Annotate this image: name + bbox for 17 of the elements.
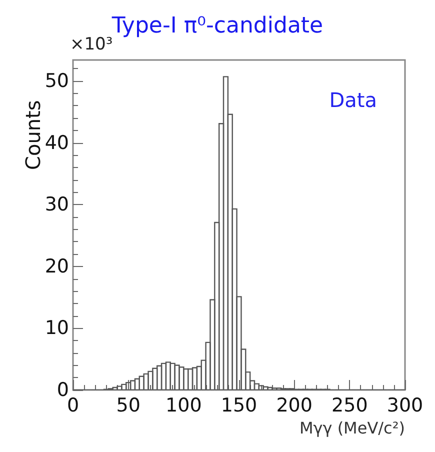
x-tick-label: 150 <box>220 394 258 416</box>
x-tick-label: 300 <box>386 394 424 416</box>
x-tick-label: 200 <box>276 394 312 416</box>
chart-title: Type-I π⁰-candidate <box>110 14 324 38</box>
y-tick-label: 30 <box>44 194 69 216</box>
x-tick-label: 100 <box>166 394 202 416</box>
y-tick-label: 10 <box>44 317 69 340</box>
x-axis-title: Mγγ (MeV/c²) <box>299 418 405 438</box>
text: ×10³ <box>70 34 113 54</box>
x-tick-label: 250 <box>332 394 368 416</box>
y-tick-label: 40 <box>44 132 69 154</box>
y-axis-title: Counts <box>21 100 45 170</box>
y-tick-label: 20 <box>44 255 69 278</box>
annotation: Data <box>329 88 378 112</box>
x-tick-label: 50 <box>116 394 140 416</box>
y-tick-label: 50 <box>44 70 69 92</box>
y-tick-label: 0 <box>56 379 69 401</box>
